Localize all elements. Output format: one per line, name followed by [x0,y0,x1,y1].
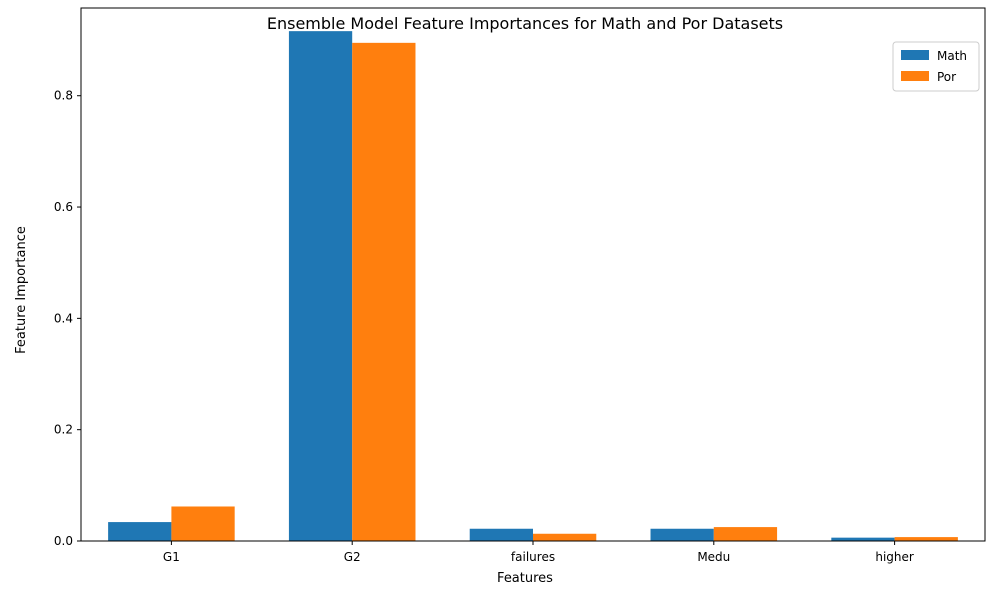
y-axis-ticks: 0.0 0.2 0.4 0.6 0.8 [54,89,81,548]
bar-math-failures [469,528,533,541]
bar-por-failures [533,533,597,541]
y-tick-label: 0.6 [54,200,73,214]
legend-swatch-por [901,71,929,81]
bar-math-g2 [288,31,353,542]
y-tick-label: 0.0 [54,534,73,548]
x-tick-label: G1 [163,550,180,564]
chart-title: Ensemble Model Feature Importances for M… [267,14,783,33]
bar-math-higher [831,537,895,541]
y-tick-label: 0.2 [54,423,73,437]
legend-label-por: Por [937,70,956,84]
bars-layer [108,31,958,542]
bar-por-medu [713,527,778,541]
plot-frame [80,7,986,542]
x-tick-label: higher [875,550,914,564]
x-tick-label: failures [511,550,555,564]
bar-por-g1 [171,506,235,541]
plot-area [81,8,985,541]
legend-label-math: Math [937,49,967,63]
x-tick-label: Medu [697,550,730,564]
legend: Math Por [892,41,980,92]
y-tick-label: 0.8 [54,89,73,103]
y-tick-label: 0.4 [54,311,73,325]
y-axis-label: Feature Importance [14,226,29,354]
x-axis-label: Features [497,571,553,586]
bar-math-medu [650,528,714,541]
bar-por-g2 [352,42,416,542]
bar-math-g1 [108,522,172,541]
bar-por-higher [894,537,958,541]
x-tick-label: G2 [344,550,361,564]
legend-swatch-math [901,50,929,60]
x-axis-ticks: G1 G2 failures Medu higher [163,541,914,564]
